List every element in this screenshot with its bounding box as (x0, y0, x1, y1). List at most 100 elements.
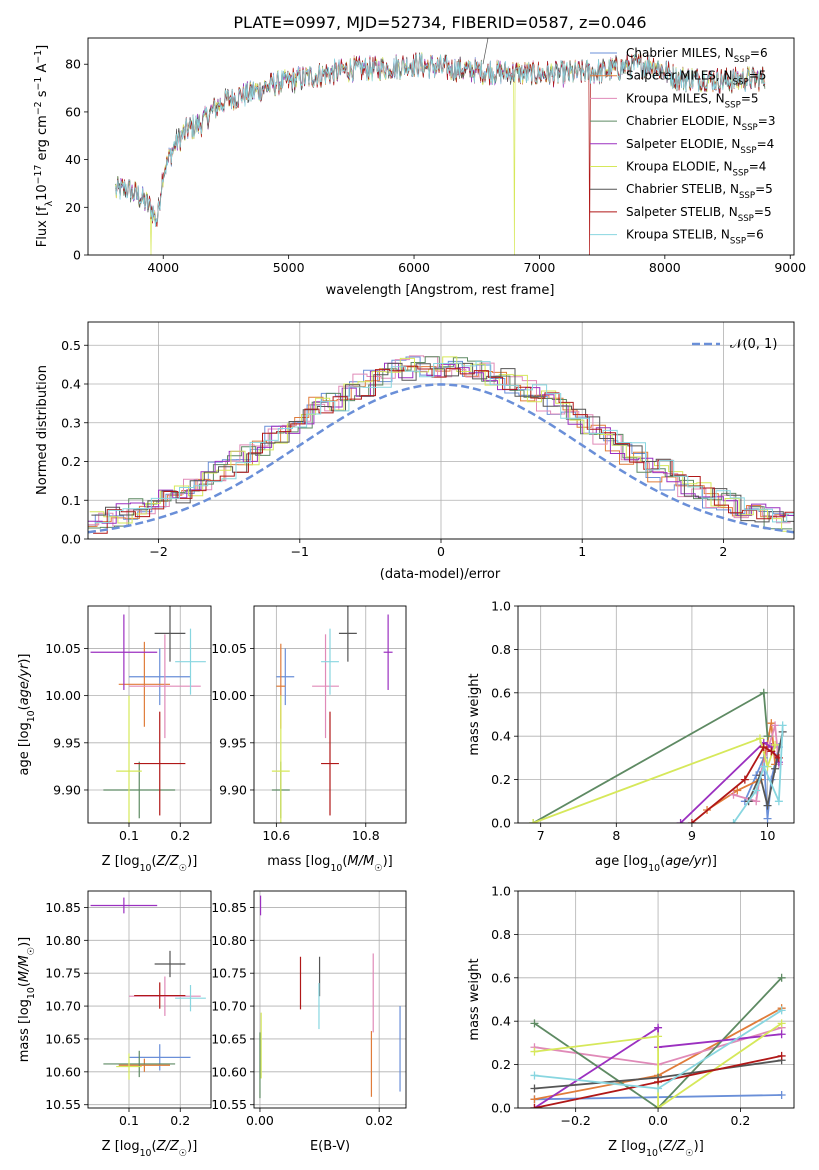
y-axis-label: age [log10(age/yr)] (17, 653, 37, 775)
y-tick-label: 10.65 (45, 1031, 81, 1046)
x-tick-label: 10.6 (262, 828, 290, 843)
x-tick-label: 0.0 (648, 1113, 668, 1128)
weight-marker (759, 762, 768, 771)
x-axis-label: Z [log10(Z/Z☉)] (102, 1139, 198, 1159)
weight-marker (777, 1030, 786, 1039)
weight-marker (755, 734, 764, 743)
weight-marker (771, 764, 780, 773)
y-tick-label: 0 (73, 248, 81, 263)
x-tick-label: −2 (149, 544, 167, 559)
y-tick-label: 10.00 (211, 688, 247, 703)
weight-marker (771, 721, 780, 730)
x-tick-label: −1 (291, 544, 309, 559)
legend-label: Salpeter ELODIE, NSSP=4 (626, 137, 774, 156)
y-axis-label: Normed distribution (35, 365, 50, 495)
axes-frame (517, 605, 795, 824)
weight-marker (777, 1090, 786, 1099)
axes-frame (87, 321, 795, 540)
y-tick-label: 10.60 (211, 1064, 247, 1079)
weight-marker (654, 1084, 663, 1093)
x-tick-label: 8 (612, 828, 620, 843)
weight-marker (529, 819, 538, 823)
x-axis-label: (data-model)/error (380, 567, 501, 582)
x-tick-label: 5000 (273, 260, 305, 275)
weight-line (534, 1022, 783, 1108)
legend-label: Chabrier MILES, NSSP=6 (626, 46, 768, 65)
weight-marker (654, 1104, 663, 1108)
x-tick-label: 0.1 (119, 1113, 139, 1128)
residuals-panel: −2 −1 0 1 2 0.0 0.1 0.2 0.3 0.4 0.5 𝒩(0, 1) (data-mo… (35, 321, 795, 582)
y-tick-label: 0.3 (61, 415, 81, 430)
y-tick-label: 10.70 (45, 999, 81, 1014)
weight-lines (529, 688, 787, 823)
axes-frame (87, 605, 212, 824)
weight-line (533, 977, 783, 1108)
figure-title: PLATE=0997, MJD=52734, FIBERID=0587, z=0… (233, 13, 646, 32)
legend-label: Kroupa ELODIE, NSSP=4 (626, 160, 766, 179)
weight-marker (759, 688, 768, 697)
y-tick-label: 10.80 (211, 933, 247, 948)
x-tick-label: 0.1 (119, 828, 139, 843)
y-tick-label: 10.55 (211, 1097, 247, 1112)
weight-marker (654, 1032, 663, 1041)
x-tick-label: 0.2 (731, 1113, 751, 1128)
x-tick-label: 4000 (147, 260, 179, 275)
axes-frame (517, 890, 795, 1109)
y-tick-label: 0.4 (491, 1014, 511, 1029)
weight-marker (774, 797, 783, 806)
weight-marker (777, 973, 786, 982)
y-tick-label: 0.8 (491, 642, 511, 657)
histogram-step (88, 356, 793, 530)
axes-frame (87, 37, 795, 256)
spectrum-panel: 4000 5000 6000 7000 8000 9000 0 20 40 60 80 Chabrie… (33, 37, 806, 298)
spectrum-legend: Chabrier MILES, NSSP=6 Salpeter MILES, NS… (590, 46, 775, 247)
weight-marker (654, 1023, 663, 1032)
x-axis-label: age [log10(age/yr)] (595, 854, 717, 874)
weight-marker (530, 1019, 539, 1028)
y-tick-label: 10.05 (45, 641, 81, 656)
y-tick-label: 0.2 (491, 772, 511, 787)
histogram-step (94, 361, 794, 524)
spectrum-spike (482, 38, 489, 65)
y-tick-label: 1.0 (491, 884, 511, 899)
weight-marker (530, 1047, 539, 1056)
x-tick-label: 0.02 (365, 1113, 393, 1128)
weight-line (743, 746, 780, 819)
y-tick-label: 0.4 (61, 377, 81, 392)
y-axis-label: mass [log10(M/M☉)] (17, 937, 37, 1063)
mass_vs_ebv-panel: 0.00 0.02 10.55 10.60 10.65 10.70 10.75 10.80 10… (211, 890, 407, 1154)
weight-marker (767, 747, 776, 756)
age_vs_mass-panel: 10.6 10.8 9.90 9.95 10.00 10.05 mass [log10(M/… (211, 605, 407, 874)
y-tick-label: 9.95 (219, 735, 247, 750)
y-tick-label: 60 (65, 104, 81, 119)
histogram-step (88, 356, 788, 527)
y-tick-label: 10.85 (45, 900, 81, 915)
weight-marker (777, 1006, 786, 1015)
y-tick-label: 0.0 (491, 816, 511, 831)
weight-marker (729, 819, 738, 823)
weight-marker (740, 775, 749, 784)
x-axis-label: mass [log10(M/M☉)] (267, 854, 393, 874)
normal-curve (88, 383, 794, 534)
histogram-lines (88, 355, 794, 534)
errorbars (259, 895, 401, 1099)
mass_vs_Z-panel: 0.1 0.2 10.55 10.60 10.65 10.70 10.75 10.80 10.8… (17, 890, 212, 1159)
spectrum-line (115, 53, 766, 228)
weight-marker (530, 1084, 539, 1093)
x-axis-label: wavelength [Angstrom, rest frame] (326, 283, 555, 298)
y-tick-label: 0.0 (491, 1101, 511, 1116)
y-tick-label: 10.75 (45, 966, 81, 981)
axes-frame (87, 890, 212, 1109)
weight-line (532, 737, 776, 823)
y-tick-label: 9.90 (53, 782, 81, 797)
weight-marker (687, 819, 696, 823)
errorbars (271, 606, 393, 823)
y-tick-label: 10.65 (211, 1031, 247, 1046)
weight-marker (530, 1071, 539, 1080)
x-axis-label: Z [log10(Z/Z☉)] (608, 1139, 704, 1159)
weight-marker (778, 721, 787, 730)
y-tick-label: 80 (65, 57, 81, 72)
y-tick-label: 0.1 (61, 493, 81, 508)
y-axis-label: mass weight (467, 673, 482, 755)
